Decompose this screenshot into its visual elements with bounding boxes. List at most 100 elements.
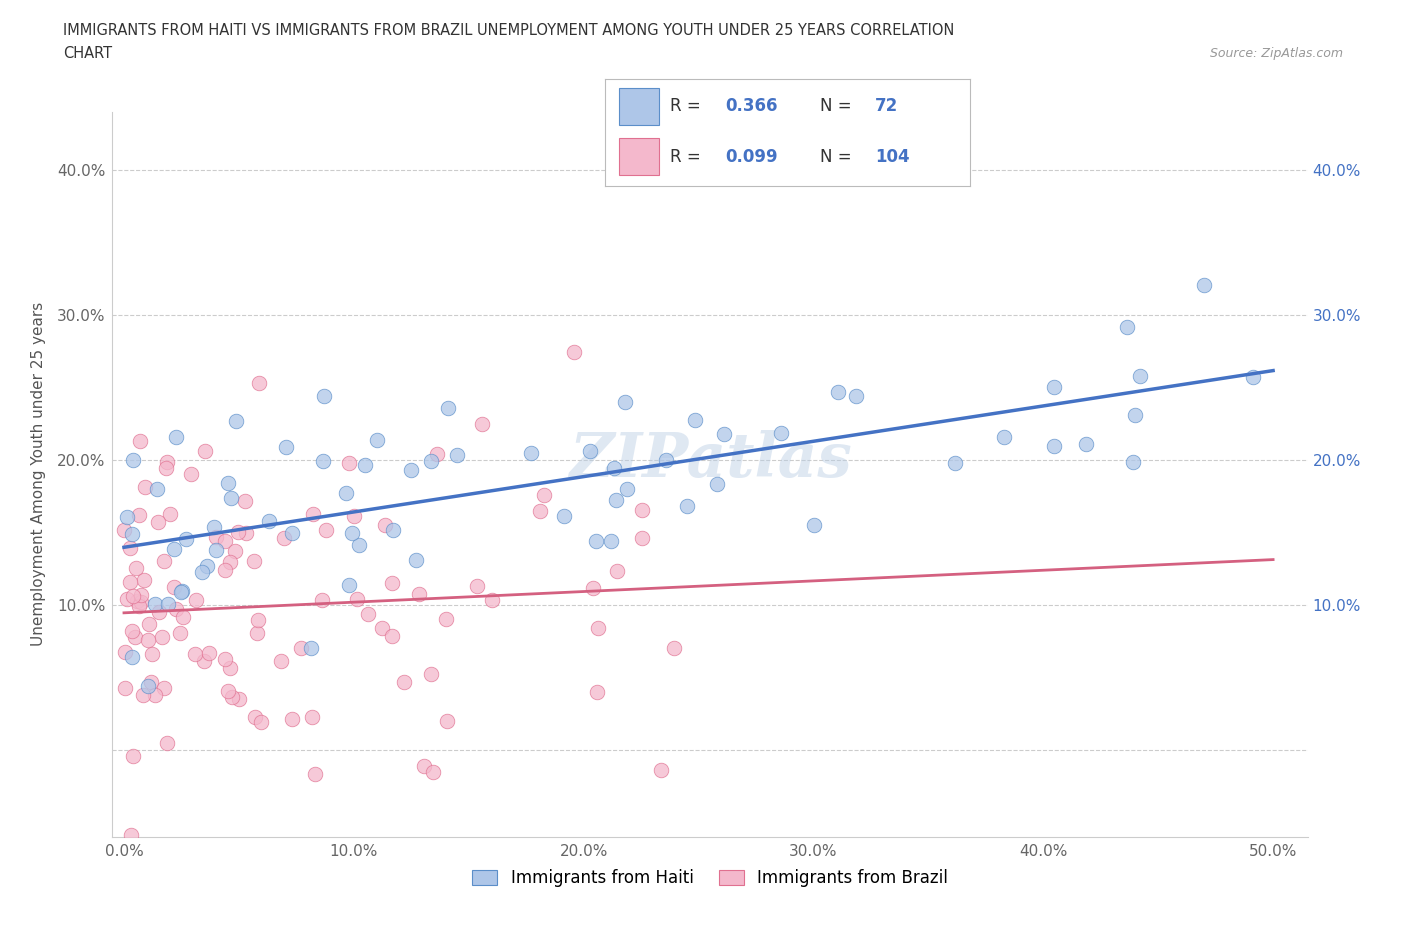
Point (186, 592, 208, 607)
Point (582, 580, 605, 595)
Point (366, 432, 388, 447)
Point (1043, 438, 1066, 453)
Point (205, 543, 228, 558)
Point (132, 573, 155, 588)
Point (152, 554, 174, 569)
Text: ZIPatlas: ZIPatlas (568, 430, 852, 490)
Point (603, 461, 626, 476)
Point (533, 487, 555, 502)
Text: Source: ZipAtlas.com: Source: ZipAtlas.com (1209, 46, 1343, 60)
Point (217, 684, 239, 698)
Point (354, 458, 377, 472)
Point (121, 650, 143, 665)
Point (246, 612, 269, 627)
Point (616, 482, 638, 497)
Point (481, 592, 503, 607)
Point (706, 477, 728, 492)
Point (114, 523, 136, 538)
Point (259, 513, 281, 528)
Point (124, 630, 146, 644)
Point (613, 394, 636, 409)
Point (122, 589, 145, 604)
Point (1116, 320, 1139, 335)
Point (290, 641, 312, 656)
Point (347, 538, 370, 553)
Point (465, 578, 488, 593)
Point (195, 559, 218, 574)
Point (214, 534, 236, 549)
Point (422, 764, 444, 779)
Point (129, 433, 152, 448)
Point (301, 507, 323, 522)
Point (803, 517, 825, 532)
Point (228, 691, 250, 706)
Point (650, 763, 672, 777)
Point (426, 446, 449, 461)
Point (214, 652, 236, 667)
Point (170, 585, 193, 600)
Point (381, 628, 404, 643)
Text: N =: N = (820, 98, 852, 115)
Text: 0.366: 0.366 (725, 98, 778, 115)
Point (169, 625, 191, 640)
Point (993, 429, 1015, 444)
Point (224, 544, 246, 559)
Point (165, 430, 187, 445)
Point (184, 646, 207, 661)
Point (301, 710, 323, 724)
Point (114, 644, 136, 659)
Point (340, 525, 363, 540)
Text: 72: 72 (875, 98, 898, 115)
Point (150, 630, 173, 644)
Text: R =: R = (671, 98, 702, 115)
Point (136, 632, 159, 647)
Point (631, 502, 654, 517)
Point (165, 602, 187, 617)
Point (281, 711, 304, 726)
Point (437, 401, 460, 416)
Point (312, 454, 335, 469)
Point (845, 389, 868, 404)
Point (138, 617, 160, 631)
Point (205, 529, 228, 544)
Legend: Immigrants from Haiti, Immigrants from Brazil: Immigrants from Haiti, Immigrants from B… (465, 863, 955, 894)
Point (128, 598, 150, 613)
Point (1128, 369, 1150, 384)
Point (337, 456, 360, 471)
Point (343, 508, 366, 523)
Point (117, 592, 139, 607)
Point (219, 554, 242, 569)
Point (600, 534, 623, 549)
Point (143, 596, 166, 611)
Point (529, 503, 551, 518)
Point (1192, 278, 1215, 293)
Point (357, 606, 380, 621)
Point (337, 578, 360, 592)
Point (120, 575, 142, 590)
Point (605, 493, 627, 508)
Point (218, 475, 240, 490)
Point (194, 444, 217, 458)
Point (225, 414, 247, 429)
Point (125, 593, 148, 608)
Point (155, 460, 177, 475)
Point (713, 427, 735, 442)
Point (281, 525, 304, 540)
Point (1123, 407, 1146, 422)
Point (219, 491, 242, 506)
Point (120, 828, 142, 843)
Point (770, 426, 793, 441)
Point (299, 640, 322, 655)
Point (585, 684, 607, 699)
Point (664, 640, 686, 655)
Point (1122, 455, 1144, 470)
Point (274, 440, 297, 455)
Point (162, 579, 184, 594)
Text: 0.099: 0.099 (725, 148, 778, 166)
Point (420, 453, 443, 468)
Point (676, 498, 699, 513)
Point (827, 385, 849, 400)
Point (585, 534, 607, 549)
Text: CHART: CHART (63, 46, 112, 61)
Point (228, 525, 250, 539)
